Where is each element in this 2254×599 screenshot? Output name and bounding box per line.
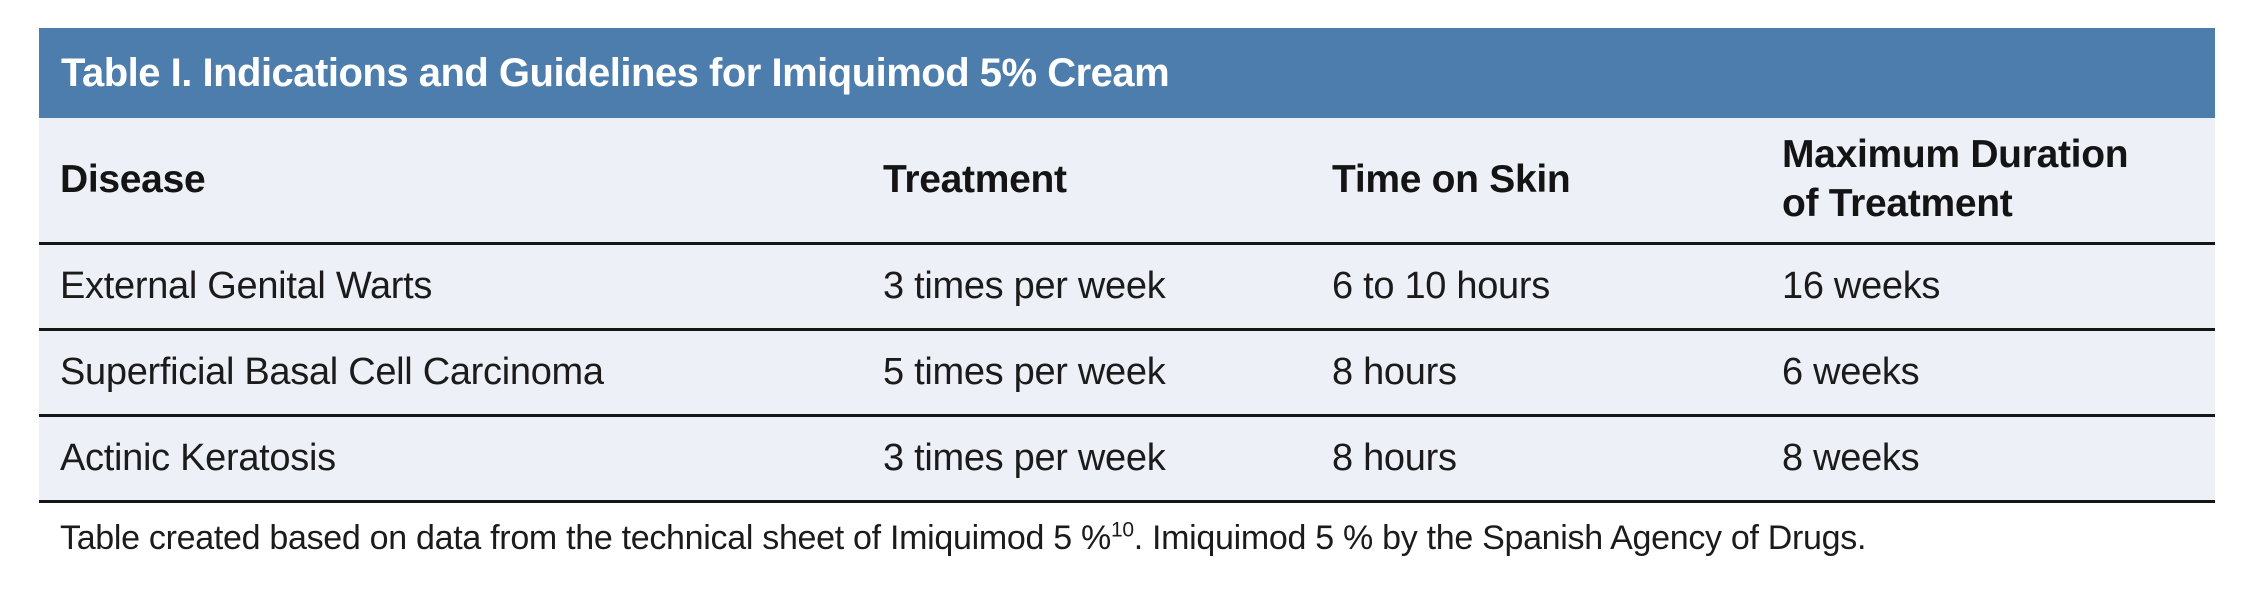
indications-table: Disease Treatment Time on Skin Maximum D… — [39, 118, 2215, 503]
table-row-superficial-basal-cell-carcinoma: Superficial Basal Cell Carcinoma 5 times… — [39, 329, 2215, 417]
footnote-text-after-reference: . Imiquimod 5 % by the Spanish Agency of… — [1133, 519, 1867, 557]
column-header-treatment: Treatment — [883, 118, 1332, 245]
table-row-actinic-keratosis: Actinic Keratosis 3 times per week 8 hou… — [39, 415, 2215, 503]
cell-max-duration: 8 weeks — [1782, 415, 2215, 503]
column-header-disease: Disease — [39, 118, 883, 245]
column-header-max-duration-label: Maximum Duration of Treatment — [1782, 133, 2129, 225]
column-header-time-on-skin: Time on Skin — [1332, 118, 1782, 245]
table-row-external-genital-warts: External Genital Warts 3 times per week … — [39, 243, 2215, 331]
cell-disease: External Genital Warts — [39, 243, 883, 331]
cell-treatment: 5 times per week — [883, 329, 1332, 417]
table-footnote: Table created based on data from the tec… — [39, 519, 2215, 558]
table-title: Table I. Indications and Guidelines for … — [61, 50, 1170, 95]
table-header-row: Disease Treatment Time on Skin Maximum D… — [39, 118, 2215, 245]
footnote-text-before-reference: Table created based on data from the tec… — [60, 519, 1111, 557]
cell-time-on-skin: 6 to 10 hours — [1332, 243, 1782, 331]
table-title-bar: Table I. Indications and Guidelines for … — [39, 28, 2215, 118]
cell-disease: Superficial Basal Cell Carcinoma — [39, 329, 883, 417]
cell-time-on-skin: 8 hours — [1332, 329, 1782, 417]
cell-max-duration: 16 weeks — [1782, 243, 2215, 331]
cell-disease: Actinic Keratosis — [39, 415, 883, 503]
footnote-reference-superscript: 10 — [1110, 518, 1134, 542]
cell-treatment: 3 times per week — [883, 243, 1332, 331]
column-header-max-duration: Maximum Duration of Treatment — [1782, 118, 2215, 245]
cell-treatment: 3 times per week — [883, 415, 1332, 503]
cell-max-duration: 6 weeks — [1782, 329, 2215, 417]
table-figure: Table I. Indications and Guidelines for … — [39, 28, 2215, 558]
cell-time-on-skin: 8 hours — [1332, 415, 1782, 503]
